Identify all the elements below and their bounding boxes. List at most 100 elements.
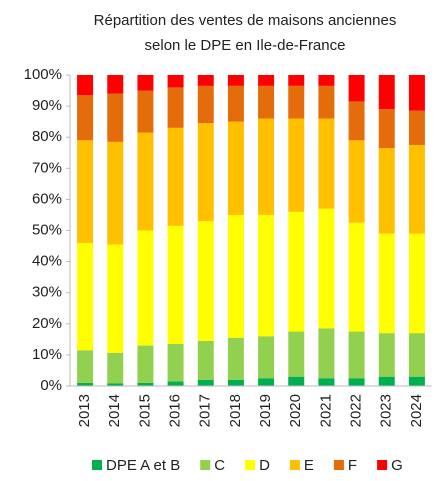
bar-segment <box>348 222 365 332</box>
bar-segment <box>227 85 244 122</box>
bar-segment <box>107 93 124 142</box>
bar-segment <box>378 233 395 334</box>
bar-segment <box>408 233 425 334</box>
x-tick-label: 2022 <box>348 394 365 427</box>
legend-label: E <box>304 457 314 474</box>
bar-segment <box>197 379 214 386</box>
bar-segment <box>288 211 305 332</box>
bar-segment <box>348 378 365 386</box>
bar-segment <box>77 75 94 96</box>
bar-segment <box>378 376 395 386</box>
bar-segment <box>318 208 335 329</box>
bar-segment <box>167 87 184 128</box>
bar-segment <box>137 345 154 383</box>
bar-segment <box>288 118 305 212</box>
legend-swatch <box>92 460 102 470</box>
bar-segment <box>167 344 184 382</box>
x-tick-label: 2015 <box>136 394 153 427</box>
legend-swatch <box>245 460 256 470</box>
bar-segment <box>318 328 335 379</box>
bar-segment <box>378 75 395 110</box>
bar-segment <box>348 101 365 141</box>
bar-segment <box>107 383 124 386</box>
bar-segment <box>77 382 94 386</box>
legend-swatch <box>333 460 344 470</box>
legend-swatch <box>289 460 300 470</box>
legend-label: D <box>259 457 270 474</box>
legend-swatch <box>377 460 388 470</box>
bar-segment <box>167 75 184 88</box>
bar-segment <box>227 337 244 380</box>
bar-segment <box>288 85 305 119</box>
bar-segment <box>288 331 305 377</box>
bar-segment <box>197 85 214 124</box>
bar-segment <box>167 381 184 386</box>
bar-segment <box>318 75 335 86</box>
x-tick-label: 2020 <box>287 394 304 427</box>
bar-segment <box>288 376 305 386</box>
y-tick-label: 100% <box>24 66 62 83</box>
y-tick-label: 0% <box>40 377 62 394</box>
bar-segment <box>77 95 94 141</box>
legend-label: C <box>214 457 225 474</box>
bar-segment <box>288 75 305 86</box>
y-tick-label: 20% <box>32 315 62 332</box>
legend-label: G <box>391 457 403 474</box>
bar-segment <box>318 378 335 386</box>
bar-segment <box>378 148 395 234</box>
x-tick-label: 2016 <box>167 394 184 427</box>
y-tick-label: 70% <box>32 159 62 176</box>
y-tick-label: 50% <box>32 221 62 238</box>
x-tick-label: 2019 <box>257 394 274 427</box>
bar-segment <box>378 333 395 377</box>
bar-segment <box>227 75 244 86</box>
bar-segment <box>227 121 244 215</box>
bar-segment <box>77 242 94 351</box>
y-tick-label: 40% <box>32 253 62 270</box>
bar-segment <box>107 352 124 384</box>
x-tick-label: 2017 <box>197 394 214 427</box>
bar-segment <box>258 85 275 119</box>
bar-segment <box>137 75 154 91</box>
bar-segment <box>77 140 94 243</box>
bar-segment <box>408 144 425 234</box>
bar-segment <box>107 75 124 94</box>
x-tick-label: 2013 <box>76 394 93 427</box>
bar-segment <box>408 75 425 111</box>
bar-segment <box>227 379 244 386</box>
x-tick-label: 2023 <box>378 394 395 427</box>
bar-segment <box>258 118 275 215</box>
bar-segment <box>197 221 214 341</box>
y-tick-label: 60% <box>32 190 62 207</box>
bar-segment <box>408 110 425 145</box>
bar-segment <box>137 90 154 133</box>
bar-segment <box>137 132 154 231</box>
y-tick-label: 10% <box>32 346 62 363</box>
bar-segment <box>227 214 244 338</box>
bar-segment <box>408 333 425 377</box>
y-tick-label: 80% <box>32 128 62 145</box>
bar-segment <box>408 376 425 386</box>
bar-segment <box>318 118 335 209</box>
bar-segment <box>258 214 275 337</box>
bar-segment <box>77 350 94 383</box>
bar-segment <box>167 127 184 226</box>
bar-segment <box>107 244 124 353</box>
bar-segment <box>197 75 214 86</box>
bar-segment <box>258 336 275 379</box>
bar-segment <box>258 378 275 386</box>
bar-segment <box>348 331 365 379</box>
bar-segment <box>318 85 335 119</box>
legend-label: F <box>348 457 357 474</box>
bar-segment <box>137 230 154 346</box>
legend-label: DPE A et B <box>106 457 180 474</box>
bar-segment <box>167 225 184 345</box>
y-tick-label: 90% <box>32 97 62 114</box>
bar-segment <box>378 109 395 149</box>
x-tick-label: 2021 <box>317 394 334 427</box>
x-tick-label: 2018 <box>227 394 244 427</box>
bar-segment <box>348 140 365 223</box>
chart-title: Répartition des ventes de maisons ancien… <box>93 12 397 54</box>
